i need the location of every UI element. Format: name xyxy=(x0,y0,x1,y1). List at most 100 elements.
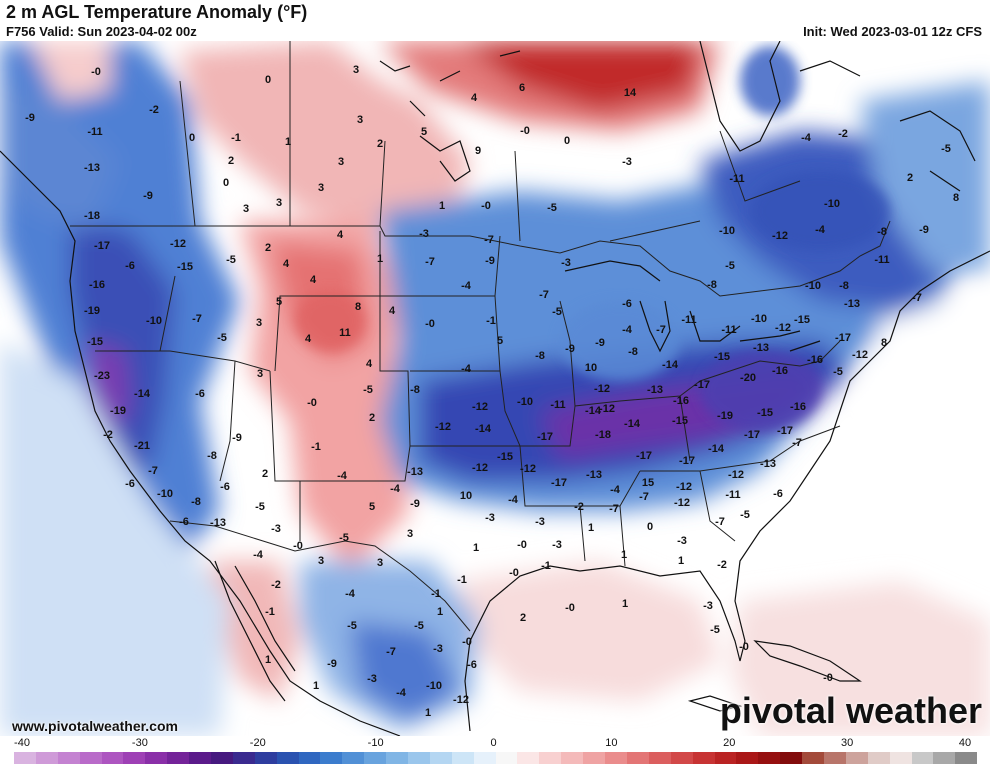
cold-region-quebec-east xyxy=(860,81,990,271)
anomaly-value-label: -13 xyxy=(760,458,776,470)
anomaly-value-label: -4 xyxy=(337,470,348,482)
colorbar-cell xyxy=(408,752,430,764)
anomaly-value-label: -14 xyxy=(134,388,151,400)
colorbar-tick-label: 30 xyxy=(841,737,854,749)
anomaly-value-label: 1 xyxy=(473,542,479,554)
anomaly-value-label: 1 xyxy=(678,555,684,567)
anomaly-value-label: -2 xyxy=(838,128,848,140)
anomaly-value-label: -20 xyxy=(740,372,756,384)
anomaly-value-label: -10 xyxy=(805,280,821,292)
anomaly-value-label: 0 xyxy=(647,521,653,533)
anomaly-value-label: -18 xyxy=(595,429,611,441)
anomaly-value-label: 3 xyxy=(357,114,363,126)
colorbar-cell xyxy=(626,752,649,764)
colorbar-cell xyxy=(35,752,58,764)
anomaly-value-label: -8 xyxy=(191,496,201,508)
anomaly-value-label: -0 xyxy=(462,636,472,648)
anomaly-value-label: 5 xyxy=(276,296,282,308)
anomaly-value-label: -6 xyxy=(195,388,205,400)
anomaly-value-label: 2 xyxy=(228,155,234,167)
anomaly-value-label: 2 xyxy=(262,468,268,480)
anomaly-value-label: -8 xyxy=(877,226,887,238)
anomaly-value-label: -17 xyxy=(694,379,710,391)
colorbar-cell xyxy=(386,752,409,764)
anomaly-value-label: -11 xyxy=(729,173,744,185)
colorbar-cell xyxy=(189,752,212,764)
anomaly-value-label: -7 xyxy=(609,503,619,515)
anomaly-value-label: -5 xyxy=(740,509,750,521)
anomaly-value-label: -4 xyxy=(610,484,621,496)
hudson-bay-coastline xyxy=(699,41,781,152)
anomaly-value-label: -15 xyxy=(672,415,688,427)
anomaly-value-label: -1 xyxy=(541,560,551,572)
anomaly-value-label: -11 xyxy=(550,399,565,411)
anomaly-value-label: -0 xyxy=(91,66,101,78)
anomaly-value-label: 2 xyxy=(377,138,383,150)
anomaly-value-label: -0 xyxy=(565,602,575,614)
anomaly-value-label: -9 xyxy=(25,112,35,124)
colorbar-cell xyxy=(517,752,540,764)
anomaly-value-label: -3 xyxy=(485,512,495,524)
anomaly-value-label: 3 xyxy=(377,557,383,569)
colorbar-cell xyxy=(167,752,190,764)
anomaly-value-label: -7 xyxy=(484,234,494,246)
anomaly-value-label: -5 xyxy=(217,332,227,344)
anomaly-value-label: 14 xyxy=(624,87,637,99)
anomaly-value-label: -3 xyxy=(552,539,562,551)
anomaly-value-label: -12 xyxy=(674,497,690,509)
anomaly-value-label: 1 xyxy=(425,707,431,719)
anomaly-value-label: -9 xyxy=(143,190,153,202)
anomaly-value-label: 4 xyxy=(471,92,478,104)
anomaly-value-label: -7 xyxy=(912,292,922,304)
anomaly-value-label: 11 xyxy=(339,327,351,339)
anomaly-value-label: -8 xyxy=(707,279,717,291)
anomaly-value-label: -17 xyxy=(679,455,695,467)
anomaly-value-label: -12 xyxy=(599,403,615,415)
anomaly-value-label: 2 xyxy=(907,172,913,184)
anomaly-value-label: -17 xyxy=(636,450,652,462)
anomaly-value-label: 1 xyxy=(313,680,319,692)
great-lakes-outline xyxy=(564,260,821,353)
anomaly-value-label: -16 xyxy=(790,401,806,413)
anomaly-value-label: -8 xyxy=(535,350,545,362)
colorbar-cell xyxy=(79,752,102,764)
anomaly-value-label: -10 xyxy=(719,225,735,237)
warm-region-rockies xyxy=(240,221,410,571)
colorbar-tick-labels: -40 -30 -20 -10 0 10 20 30 40 xyxy=(0,737,990,751)
anomaly-value-label: -10 xyxy=(157,488,173,500)
anomaly-value-label: -5 xyxy=(710,624,720,636)
anomaly-value-label: -12 xyxy=(676,481,692,493)
anomaly-value-label: -4 xyxy=(801,132,812,144)
warm-region-atlantic xyxy=(870,291,990,461)
anomaly-value-label: -14 xyxy=(624,418,641,430)
anomaly-value-label: 0 xyxy=(265,74,271,86)
us-canada-border xyxy=(70,220,891,297)
warm-region-baja xyxy=(210,561,300,701)
anomaly-value-label: 5 xyxy=(497,335,503,347)
anomaly-value-label: -3 xyxy=(271,523,281,535)
colorbar-cell xyxy=(254,752,277,764)
anomaly-map: -0 0 3 6 14 -9 -2 -11 0 -1 1 3 4 5 -0 0 -13 2 3 2 9 -3 -2 -4 -5-… xyxy=(0,41,990,736)
colorbar-cell xyxy=(583,752,606,764)
website-watermark: www.pivotalweather.com xyxy=(12,718,178,734)
colorbar-cell xyxy=(451,752,474,764)
anomaly-value-label: 4 xyxy=(283,258,290,270)
anomaly-value-label: -6 xyxy=(773,488,783,500)
anomaly-value-label: -8 xyxy=(410,384,420,396)
anomaly-value-label: 1 xyxy=(265,654,271,666)
cold-cell-great-lakes xyxy=(560,301,680,381)
anomaly-value-label: -3 xyxy=(561,257,571,269)
anomaly-value-label: -17 xyxy=(744,429,760,441)
anomaly-value-label: 3 xyxy=(318,182,324,194)
anomaly-value-label: 4 xyxy=(310,274,317,286)
anomaly-value-label: 1 xyxy=(437,606,443,618)
anomaly-value-label: -12 xyxy=(435,421,451,433)
anomaly-value-label: -4 xyxy=(253,549,264,561)
anomaly-value-label: -6 xyxy=(220,481,230,493)
anomaly-value-label: -3 xyxy=(703,600,713,612)
anomaly-value-label: -5 xyxy=(833,366,843,378)
anomaly-value-label: 5 xyxy=(421,126,427,138)
colorbar-tick-label: 10 xyxy=(605,737,618,749)
anomaly-value-label: -17 xyxy=(835,332,851,344)
anomaly-value-label: 4 xyxy=(366,358,373,370)
